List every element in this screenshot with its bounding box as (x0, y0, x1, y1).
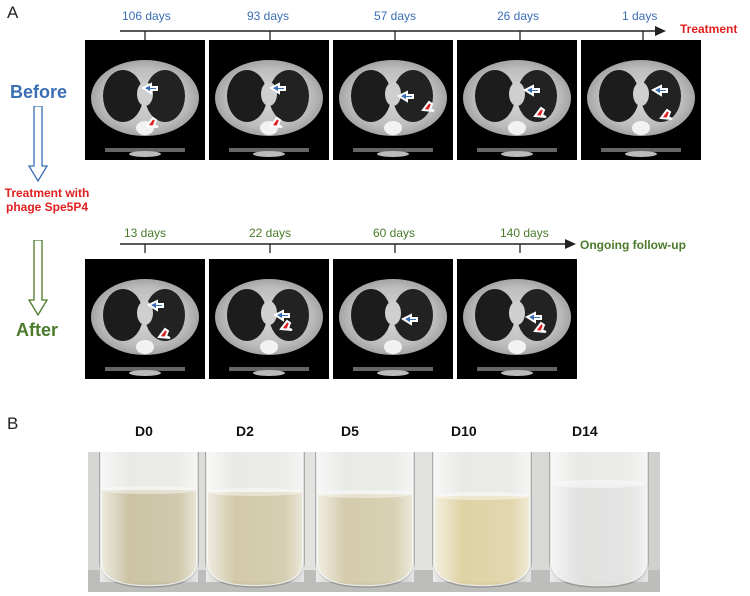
tube-d5 (315, 452, 415, 588)
tube-d14 (549, 452, 649, 588)
ct-before-3 (333, 40, 453, 160)
bottom-timeline-label-4: 140 days (500, 226, 549, 240)
ct-after-3 (333, 259, 453, 379)
top-timeline-label-4: 26 days (497, 9, 540, 23)
top-timeline-label-3: 57 days (374, 9, 417, 23)
treatment-label: Treatment (680, 22, 738, 36)
bottom-timeline-label-1: 13 days (124, 226, 167, 240)
bottom-timeline-label-2: 22 days (249, 226, 292, 240)
after-down-arrow (28, 240, 48, 316)
tubes-photo (88, 452, 660, 592)
tube-label-d14: D14 (572, 423, 598, 439)
bottom-timeline-axis (120, 239, 576, 253)
top-timeline-label-5: 1 days (622, 9, 658, 23)
bottom-timeline-label-3: 60 days (373, 226, 416, 240)
tube-label-d10: D10 (451, 423, 477, 439)
top-timeline-label-2: 93 days (247, 9, 290, 23)
before-label: Before (10, 82, 68, 102)
after-label: After (16, 320, 59, 340)
ct-before-1 (85, 40, 205, 160)
before-down-arrow (28, 106, 48, 182)
panel-b-letter: B (7, 414, 19, 433)
tube-label-d0: D0 (135, 423, 153, 439)
ct-after-1 (85, 259, 205, 379)
ct-after-4 (457, 259, 577, 379)
tube-d0 (99, 452, 199, 588)
top-timeline-label-1: 106 days (122, 9, 171, 23)
top-timeline-axis (120, 26, 666, 40)
before-lesion-arrows (140, 82, 673, 128)
tube-d10 (432, 452, 532, 588)
panel-a-letter: A (7, 3, 19, 22)
after-lesion-arrows (146, 299, 547, 339)
tube-d2 (205, 452, 305, 588)
ongoing-follow-up-label: Ongoing follow-up (580, 238, 686, 252)
ct-before-5 (581, 40, 701, 160)
tube-label-d5: D5 (341, 423, 359, 439)
ct-after-2 (209, 259, 329, 379)
phage-name-label: phage Spe5P4 (5, 200, 89, 214)
treatment-with-label: Treatment with (4, 186, 90, 200)
tube-label-d2: D2 (236, 423, 254, 439)
ct-before-4 (457, 40, 577, 160)
ct-before-2 (209, 40, 329, 160)
